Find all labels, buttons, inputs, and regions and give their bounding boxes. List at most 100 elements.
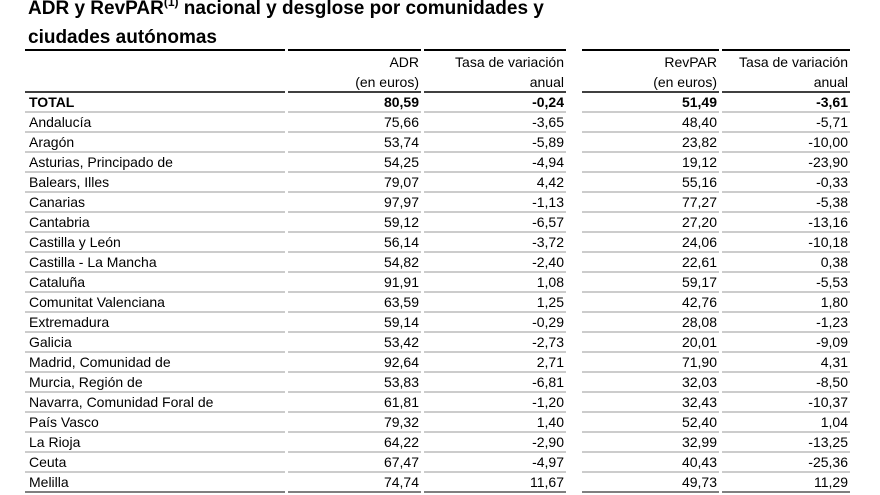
cell: 56,14 xyxy=(384,234,419,250)
cell: 1,04 xyxy=(821,414,848,430)
cell: -10,37 xyxy=(808,394,848,410)
cell: 91,91 xyxy=(384,274,419,290)
cell: 79,07 xyxy=(384,174,419,190)
row-label: Castilla y León xyxy=(29,234,121,250)
cell: 4,31 xyxy=(821,354,848,370)
title-line2: ciudades autónomas xyxy=(28,27,217,48)
cell: -10,00 xyxy=(808,134,848,150)
cell: -13,25 xyxy=(808,434,848,450)
cell: 53,42 xyxy=(384,334,419,350)
row-label: Comunitat Valenciana xyxy=(29,294,165,310)
row-label: Galicia xyxy=(29,334,72,350)
cell: 48,40 xyxy=(682,114,717,130)
row-label: Melilla xyxy=(29,474,69,490)
cell: 52,40 xyxy=(682,414,717,430)
row-label: Ceuta xyxy=(29,454,67,470)
title-superscript: (1) xyxy=(164,0,179,9)
cell: 27,20 xyxy=(682,214,717,230)
row-label: Cantabria xyxy=(29,214,90,230)
cell: 59,14 xyxy=(384,314,419,330)
cell: 2,71 xyxy=(537,354,564,370)
cell: -2,90 xyxy=(532,434,564,450)
row-label: La Rioja xyxy=(29,434,81,450)
row-label: Balears, Illes xyxy=(29,174,109,190)
cell: -2,40 xyxy=(532,254,564,270)
column-header: Tasa de variación xyxy=(455,54,564,70)
cell: 79,32 xyxy=(384,414,419,430)
cell: 1,80 xyxy=(821,294,848,310)
cell: -4,94 xyxy=(532,154,564,170)
cell: -5,38 xyxy=(816,194,848,210)
cell: -3,65 xyxy=(532,114,564,130)
column-header: (en euros) xyxy=(355,74,419,90)
cell: -5,89 xyxy=(532,134,564,150)
cell: -0,33 xyxy=(816,174,848,190)
cell: -5,71 xyxy=(816,114,848,130)
row-label: Aragón xyxy=(29,134,74,150)
cell: -2,73 xyxy=(532,334,564,350)
cell: -13,16 xyxy=(808,214,848,230)
cell: 74,74 xyxy=(384,474,419,490)
column-header: ADR xyxy=(389,54,419,70)
cell: 1,25 xyxy=(537,294,564,310)
cell: 11,29 xyxy=(814,474,848,490)
cell: -3,61 xyxy=(816,94,848,110)
column-header: anual xyxy=(530,74,564,90)
column-header: RevPAR xyxy=(664,54,717,70)
row-label: Extremadura xyxy=(29,314,109,330)
cell: 59,12 xyxy=(384,214,419,230)
cell: -23,90 xyxy=(808,154,848,170)
cell: 71,90 xyxy=(682,354,717,370)
cell: -1,20 xyxy=(532,394,564,410)
cell: 40,43 xyxy=(682,454,717,470)
column-header: anual xyxy=(814,74,848,90)
cell: 49,73 xyxy=(682,474,717,490)
cell: -25,36 xyxy=(808,454,848,470)
cell: -8,50 xyxy=(816,374,848,390)
cell: 32,43 xyxy=(682,394,717,410)
cell: 55,16 xyxy=(682,174,717,190)
cell: -6,57 xyxy=(532,214,564,230)
row-label: País Vasco xyxy=(29,414,99,430)
cell: 61,81 xyxy=(384,394,419,410)
cell: 1,40 xyxy=(537,414,564,430)
row-label: Andalucía xyxy=(29,114,91,130)
cell: 80,59 xyxy=(384,94,419,110)
cell: 63,59 xyxy=(384,294,419,310)
cell: 0,38 xyxy=(821,254,848,270)
row-label: Murcia, Región de xyxy=(29,374,143,390)
row-label: Castilla - La Mancha xyxy=(29,254,157,270)
cell: 24,06 xyxy=(682,234,717,250)
cell: 42,76 xyxy=(682,294,717,310)
cell: -6,81 xyxy=(532,374,564,390)
cell: 28,08 xyxy=(682,314,717,330)
cell: 97,97 xyxy=(384,194,419,210)
cell: 54,82 xyxy=(384,254,419,270)
cell: 54,25 xyxy=(384,154,419,170)
title-rest: nacional y desglose por comunidades y xyxy=(179,0,545,19)
cell: 64,22 xyxy=(384,434,419,450)
cell: 11,67 xyxy=(530,474,564,490)
row-label: Canarias xyxy=(29,194,85,210)
column-header: (en euros) xyxy=(653,74,717,90)
cell: -0,29 xyxy=(532,314,564,330)
cell: 53,74 xyxy=(384,134,419,150)
cell: -1,13 xyxy=(532,194,564,210)
cell: 59,17 xyxy=(682,274,717,290)
row-label: TOTAL xyxy=(29,94,75,110)
cell: 67,47 xyxy=(384,454,419,470)
cell: 51,49 xyxy=(682,94,717,110)
cell: -3,72 xyxy=(532,234,564,250)
cell: -0,24 xyxy=(532,94,564,110)
cell: 19,12 xyxy=(682,154,717,170)
cell: 20,01 xyxy=(682,334,717,350)
cell: 53,83 xyxy=(384,374,419,390)
cell: -4,97 xyxy=(532,454,564,470)
title: ADR y RevPAR(1) nacional y desglose por … xyxy=(28,0,544,19)
cell: 32,99 xyxy=(682,434,717,450)
cell: 1,08 xyxy=(537,274,564,290)
row-label: Madrid, Comunidad de xyxy=(29,354,171,370)
cell: 75,66 xyxy=(384,114,419,130)
row-label: Navarra, Comunidad Foral de xyxy=(29,394,214,410)
cell: 4,42 xyxy=(537,174,564,190)
